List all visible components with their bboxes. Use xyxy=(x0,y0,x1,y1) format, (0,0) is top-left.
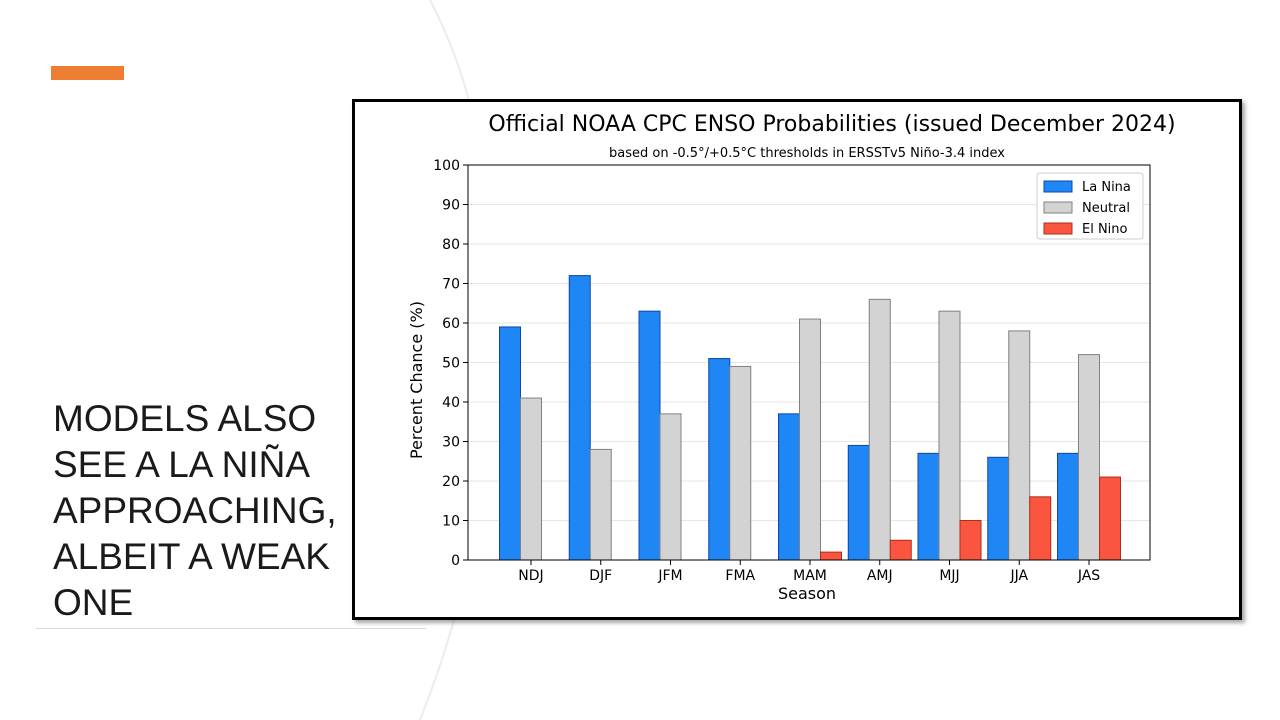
bar-la-nina-jas xyxy=(1057,452,1079,561)
bar-neutral-djf xyxy=(589,448,612,561)
bar-la-nina-mam xyxy=(778,413,800,561)
enso-probability-chart: Official NOAA CPC ENSO Probabilities (is… xyxy=(407,112,1176,603)
y-tick-label: 70 xyxy=(442,277,460,293)
bar-neutral-jas xyxy=(1078,354,1100,561)
bar-el-nino-mjj xyxy=(959,520,982,561)
y-axis-label: Percent Chance (%) xyxy=(407,301,426,459)
bar-la-nina-djf xyxy=(568,275,591,561)
y-tick-label: 20 xyxy=(442,474,460,490)
y-tick-label: 30 xyxy=(442,435,460,451)
chart-title: Official NOAA CPC ENSO Probabilities (is… xyxy=(488,112,1175,137)
bar-el-nino-jas xyxy=(1099,476,1121,561)
slide-title: MODELS ALSO SEE A LA NIÑA APPROACHING, A… xyxy=(53,398,337,623)
bar-neutral-jfm xyxy=(659,413,682,561)
y-tick-label: 10 xyxy=(442,514,460,530)
legend-label-la-nina: La Nina xyxy=(1082,180,1131,195)
chart-subtitle: based on -0.5°/+0.5°C thresholds in ERSS… xyxy=(609,146,1005,161)
y-tick-label: 0 xyxy=(451,553,460,569)
legend-label-neutral: Neutral xyxy=(1082,201,1130,216)
chart-frame: Official NOAA CPC ENSO Probabilities (is… xyxy=(352,99,1242,620)
bar-el-nino-amj xyxy=(889,539,912,561)
bar-neutral-mam xyxy=(799,318,821,561)
x-tick-label: FMA xyxy=(725,568,755,584)
bar-la-nina-mjj xyxy=(917,452,940,561)
bar-el-nino-mam xyxy=(820,551,842,561)
x-tick-label: JAS xyxy=(1077,568,1100,584)
x-tick-label: DJF xyxy=(589,568,612,584)
bar-la-nina-fma xyxy=(708,358,731,561)
y-tick-label: 90 xyxy=(442,198,460,214)
x-tick-label: MAM xyxy=(793,568,827,584)
bar-la-nina-jfm xyxy=(638,310,661,561)
bar-neutral-ndj xyxy=(520,397,542,561)
x-tick-label: JJA xyxy=(1009,568,1028,584)
bar-neutral-jja xyxy=(1008,330,1031,561)
bar-neutral-mjj xyxy=(938,310,961,561)
x-tick-label: NDJ xyxy=(518,568,543,584)
x-tick-label: MJJ xyxy=(939,568,959,584)
legend-swatch-neutral xyxy=(1043,201,1073,214)
x-axis-label: Season xyxy=(778,584,836,603)
bar-la-nina-ndj xyxy=(499,326,521,561)
accent-bar xyxy=(51,66,124,80)
bar-neutral-fma xyxy=(729,365,752,561)
legend-swatch-la-nina xyxy=(1043,180,1073,193)
bar-la-nina-jja xyxy=(987,456,1010,561)
x-tick-label: JFM xyxy=(657,568,682,584)
bar-el-nino-jja xyxy=(1029,496,1052,561)
legend-swatch-el-nino xyxy=(1043,222,1073,235)
y-tick-label: 40 xyxy=(442,395,460,411)
y-tick-label: 60 xyxy=(442,316,460,332)
x-tick-label: AMJ xyxy=(867,568,893,584)
bar-la-nina-amj xyxy=(847,444,870,561)
bar-neutral-amj xyxy=(868,298,891,561)
legend-label-el-nino: El Nino xyxy=(1082,222,1128,237)
title-divider xyxy=(36,628,426,629)
y-tick-label: 80 xyxy=(442,237,460,253)
y-tick-label: 100 xyxy=(433,158,460,174)
y-tick-label: 50 xyxy=(442,356,460,372)
